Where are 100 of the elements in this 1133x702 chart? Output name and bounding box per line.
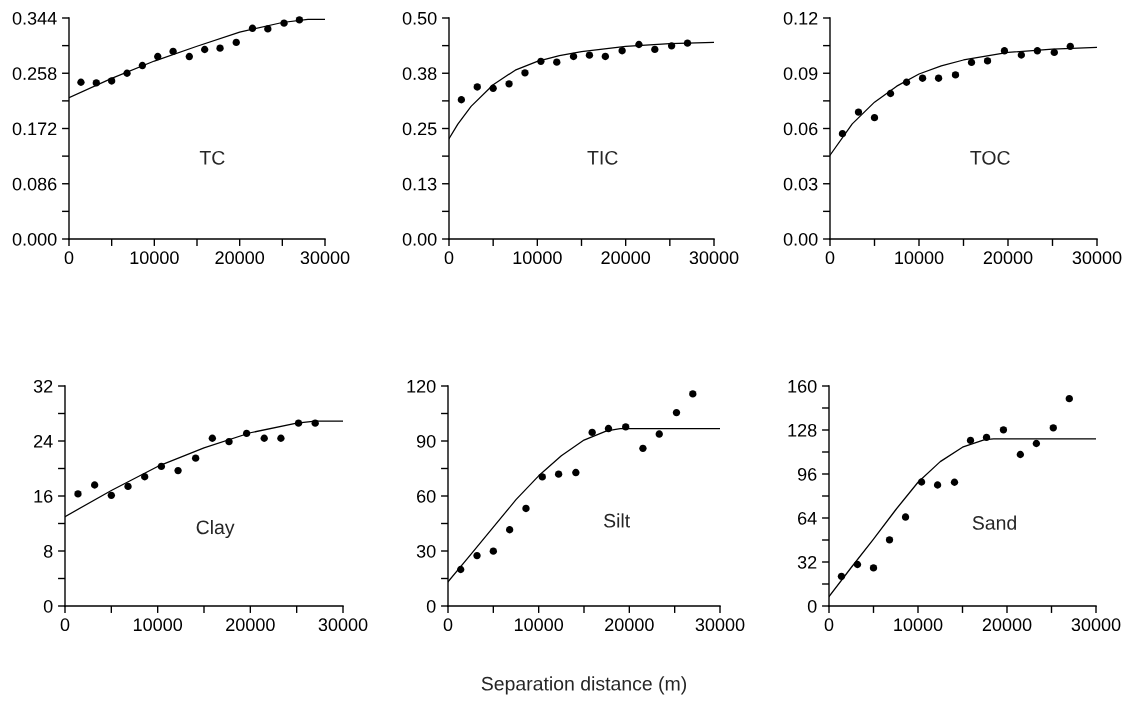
x-tick-label: 10000: [513, 251, 562, 265]
point: [983, 57, 992, 65]
point: [651, 45, 659, 54]
y-tick-label: 32: [797, 555, 817, 569]
y-tick-label: 0.086: [12, 177, 57, 191]
point: [901, 513, 910, 521]
point: [585, 51, 594, 59]
point: [185, 52, 193, 61]
x-tick-label: 10000: [895, 251, 944, 265]
point: [208, 434, 217, 442]
point: [277, 434, 285, 442]
y-tick-label: 128: [788, 423, 817, 437]
annotation: Clay: [196, 519, 235, 539]
y-tick-label: 96: [797, 467, 817, 481]
point: [521, 69, 529, 77]
point: [554, 470, 563, 478]
annotation: TC: [199, 150, 225, 165]
x-tick-label: 0: [64, 251, 74, 265]
x-tick-label: 20000: [215, 251, 265, 265]
point: [639, 444, 647, 453]
annotation: Silt: [604, 513, 630, 528]
y-tick-label: 0.06: [783, 122, 818, 136]
point: [885, 536, 894, 544]
y-tick-label: 0: [43, 599, 53, 613]
x-tick-label: 30000: [695, 618, 745, 632]
point: [505, 526, 514, 534]
y-tick-label: 90: [416, 434, 436, 448]
point: [569, 52, 578, 61]
y-tick-label: 0.00: [402, 232, 437, 246]
x-tick-label: 10000: [894, 618, 943, 632]
y-tick-label: 160: [788, 379, 817, 393]
point: [107, 491, 116, 499]
point: [553, 58, 561, 66]
x-tick-label: 0: [824, 618, 834, 632]
x-tick-label: 30000: [1072, 251, 1122, 265]
y-tick-label: 64: [798, 511, 817, 525]
x-tick-label: 10000: [514, 618, 564, 632]
y-tick-label: 0: [807, 599, 817, 613]
point: [918, 74, 927, 82]
point: [572, 468, 580, 477]
point: [1032, 439, 1041, 448]
x-tick-label: 20000: [226, 618, 275, 632]
point: [966, 436, 975, 445]
y-tick-label: 16: [34, 489, 53, 503]
point: [124, 482, 132, 491]
point: [201, 45, 209, 54]
x-tick-label: 30000: [1071, 618, 1121, 632]
point: [74, 490, 82, 498]
y-tick-label: 30: [416, 544, 436, 558]
point: [457, 96, 466, 104]
y-tick-label: 32: [33, 379, 53, 393]
point: [870, 113, 879, 122]
point: [77, 78, 85, 86]
point: [689, 390, 697, 398]
point: [505, 80, 513, 88]
x-tick-label: 30000: [689, 251, 739, 265]
y-tick-label: 8: [43, 544, 53, 558]
point: [473, 551, 481, 560]
y-tick-label: 0.344: [12, 11, 57, 25]
point: [232, 38, 240, 47]
point: [934, 74, 943, 82]
y-tick-label: 0.50: [402, 11, 437, 25]
annotation: TIC: [587, 150, 618, 165]
annotation: Sand: [972, 515, 1016, 530]
y-tick-label: 0: [426, 599, 436, 613]
point: [967, 58, 976, 67]
y-tick-label: 0.172: [12, 122, 57, 136]
y-tick-label: 0.12: [783, 11, 818, 25]
point: [999, 426, 1008, 434]
y-tick-label: 0.38: [402, 67, 437, 80]
x-tick-label: 30000: [318, 618, 368, 632]
x-tick-label: 20000: [601, 251, 651, 265]
point: [601, 52, 610, 61]
x-tick-label: 0: [443, 618, 453, 632]
x-tick-label: 0: [825, 251, 835, 265]
point: [655, 430, 663, 438]
point: [933, 481, 942, 489]
point: [854, 108, 863, 116]
y-tick-label: 120: [407, 379, 436, 393]
y-tick-label: 0.25: [402, 122, 437, 136]
y-tick-label: 0.000: [12, 232, 57, 246]
point: [489, 547, 498, 555]
point: [951, 71, 960, 79]
point: [191, 454, 200, 462]
point: [1016, 450, 1025, 459]
x-tick-label: 10000: [133, 618, 183, 632]
y-tick-label: 0.13: [402, 177, 437, 191]
point: [473, 83, 481, 91]
x-tick-label: 20000: [982, 618, 1032, 632]
x-tick-label: 0: [60, 618, 70, 632]
point: [90, 481, 99, 489]
point: [1017, 51, 1026, 59]
x-tick-label: 20000: [605, 618, 654, 632]
point: [522, 504, 530, 513]
point: [1049, 424, 1057, 432]
y-tick-label: 0.00: [783, 232, 818, 246]
point: [618, 47, 626, 55]
point: [950, 478, 959, 486]
point: [260, 434, 268, 442]
x-tick-label: 30000: [300, 251, 350, 265]
